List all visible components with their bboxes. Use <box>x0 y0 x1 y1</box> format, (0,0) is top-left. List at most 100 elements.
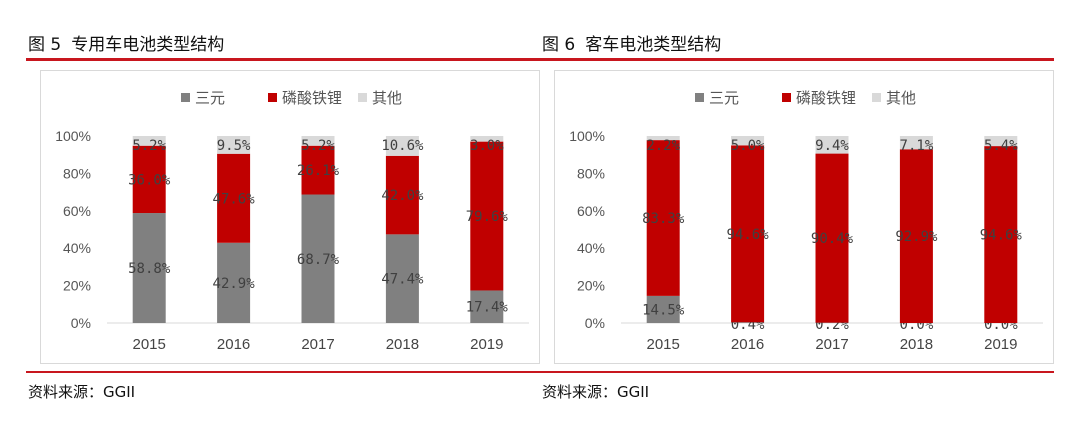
data-label: 3.0% <box>470 138 504 154</box>
bar-segment <box>132 145 166 214</box>
bar-segment <box>815 153 849 323</box>
bar-segment <box>899 149 933 323</box>
bar-segment <box>984 136 1018 147</box>
y-tick-label: 80% <box>63 165 91 181</box>
bar-segment <box>301 136 335 146</box>
bar-segment <box>217 242 251 323</box>
bar-segment <box>731 145 765 323</box>
y-tick-label: 60% <box>63 203 91 219</box>
data-label: 68.7% <box>297 252 340 268</box>
figure-6-bottom-rule <box>540 371 1054 373</box>
legend-label-1: 磷酸铁锂 <box>282 89 342 107</box>
figure-6-chart: 三元 磷酸铁锂 其他 0% 20% 40% 60% 80% 100% 14.5% 83.3% 2.2%… <box>569 89 1043 353</box>
legend-label-1: 磷酸铁锂 <box>796 89 856 107</box>
bar-segment <box>470 141 504 291</box>
data-label: 5.2% <box>301 138 335 154</box>
figure-5-title-text: 专用车电池类型结构 <box>71 35 225 55</box>
bar-segment <box>646 136 680 141</box>
data-label: 58.8% <box>128 261 171 277</box>
data-label: 17.4% <box>466 300 509 316</box>
legend-swatch-2 <box>358 93 367 102</box>
data-label: 83.3% <box>642 211 685 227</box>
y-tick-label: 40% <box>577 240 605 256</box>
y-tick-label: 100% <box>55 128 91 144</box>
y-tick-label: 80% <box>577 165 605 181</box>
bar-segment <box>646 140 680 296</box>
data-label: 2.2% <box>646 138 680 154</box>
figure-5-panel: 图 5 专用车电池类型结构 三元 磷酸铁锂 其他 0% 20% 40% 60% 80% 100% 5… <box>26 0 546 437</box>
bar-segment <box>217 136 251 154</box>
figure-6-chart-frame: 三元 磷酸铁锂 其他 0% 20% 40% 60% 80% 100% 14.5% 83.3% 2.2%… <box>554 70 1054 364</box>
bar-segment <box>984 146 1018 323</box>
legend-swatch-0 <box>181 93 190 102</box>
bar-segment <box>132 213 166 323</box>
data-label: 92.9% <box>895 229 938 245</box>
figure-6-source: 资料来源：GGII <box>542 383 650 401</box>
legend-swatch-1 <box>268 93 277 102</box>
figure-6-title: 图 6 客车电池类型结构 <box>542 30 721 55</box>
y-tick-label: 0% <box>71 315 91 331</box>
x-tick-label: 2016 <box>731 336 764 353</box>
legend-swatch-1 <box>782 93 791 102</box>
data-label: 47.4% <box>381 272 424 288</box>
figure-5-number: 图 5 <box>28 35 62 55</box>
y-tick-label: 100% <box>569 128 605 144</box>
figure-6-number: 图 6 <box>542 35 576 55</box>
bar-segment <box>470 290 504 323</box>
data-label: 5.4% <box>984 138 1018 154</box>
x-tick-label: 2016 <box>217 336 250 353</box>
bar-segment <box>301 145 335 195</box>
data-label: 94.6% <box>980 228 1023 244</box>
y-tick-label: 0% <box>585 315 605 331</box>
bar-segment <box>385 136 419 156</box>
x-tick-label: 2019 <box>984 336 1017 353</box>
x-tick-label: 2015 <box>133 336 166 353</box>
figure-5-chart-frame: 三元 磷酸铁锂 其他 0% 20% 40% 60% 80% 100% 58.8% 36.0% 5.2%… <box>40 70 540 364</box>
bar-segment <box>470 136 504 142</box>
figure-5-bottom-rule <box>26 371 540 373</box>
bar-segment <box>385 155 419 235</box>
x-tick-label: 2018 <box>386 336 419 353</box>
legend-label-2: 其他 <box>886 89 916 107</box>
y-tick-label: 60% <box>577 203 605 219</box>
data-label: 9.5% <box>217 138 251 154</box>
figure-6-title-text: 客车电池类型结构 <box>585 35 722 55</box>
x-tick-label: 2017 <box>815 336 848 353</box>
bar-segment <box>815 136 849 154</box>
x-tick-label: 2019 <box>470 336 503 353</box>
x-tick-label: 2018 <box>900 336 933 353</box>
data-label: 5.2% <box>132 138 166 154</box>
bar-segment <box>301 194 335 323</box>
data-label: 10.6% <box>381 138 424 154</box>
x-tick-label: 2017 <box>301 336 334 353</box>
data-label: 94.6% <box>727 227 770 243</box>
bar-segment <box>646 295 680 323</box>
bar-segment <box>217 153 251 243</box>
legend-label-0: 三元 <box>709 89 739 107</box>
figure-5-source: 资料来源：GGII <box>28 383 136 401</box>
y-tick-label: 20% <box>577 278 605 294</box>
data-label: 79.6% <box>466 209 509 225</box>
data-label: 5.0% <box>731 138 765 154</box>
figure-5-title: 图 5 专用车电池类型结构 <box>28 30 224 55</box>
data-label: 42.0% <box>381 188 424 204</box>
figure-5-chart: 三元 磷酸铁锂 其他 0% 20% 40% 60% 80% 100% 58.8% 36.0% 5.2%… <box>55 89 529 353</box>
bar-segment <box>731 136 765 146</box>
data-label: 7.1% <box>900 138 934 154</box>
figure-6-top-rule <box>540 58 1054 61</box>
data-label: 9.4% <box>815 138 849 154</box>
data-label: 26.1% <box>297 163 340 179</box>
y-tick-label: 20% <box>63 278 91 294</box>
data-label: 36.0% <box>128 172 171 188</box>
legend-swatch-2 <box>872 93 881 102</box>
bar-segment <box>731 322 765 323</box>
bar-segment <box>899 136 933 150</box>
x-tick-label: 2015 <box>647 336 680 353</box>
figure-6-panel: 图 6 客车电池类型结构 三元 磷酸铁锂 其他 0% 20% 40% 60% 80% 100% 14… <box>540 0 1060 437</box>
data-label: 47.6% <box>213 191 256 207</box>
data-label: 90.4% <box>811 231 854 247</box>
data-label: 42.9% <box>213 276 256 292</box>
bar-segment <box>385 234 419 323</box>
y-tick-label: 40% <box>63 240 91 256</box>
data-label: 14.5% <box>642 302 685 318</box>
